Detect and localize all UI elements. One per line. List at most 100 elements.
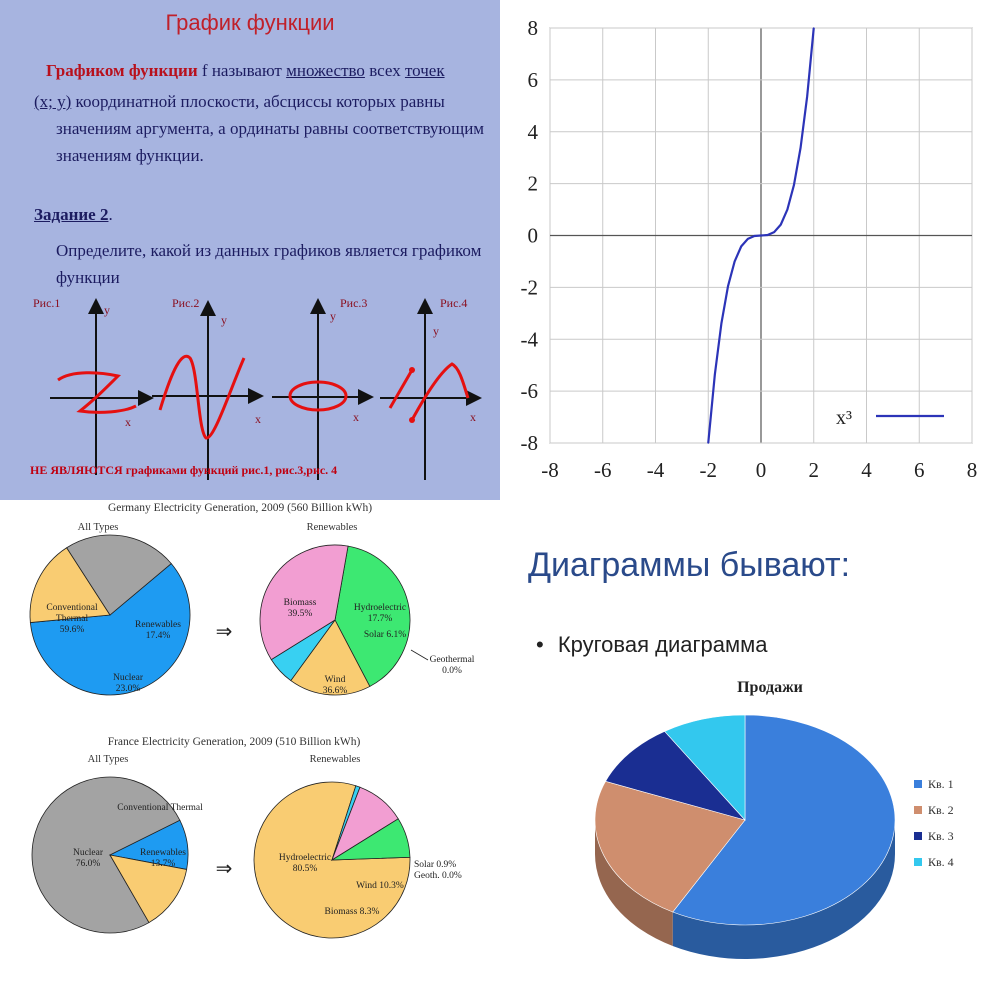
sales-slice-2 — [605, 730, 746, 821]
germany-ren-label: 0.0% — [442, 666, 462, 676]
figure-4-curve — [410, 362, 470, 421]
sales-legend-swatch — [914, 780, 922, 788]
germany-all-label: Renewables — [135, 620, 181, 630]
figure-3-label: Рис.3 — [340, 296, 367, 310]
y-tick-label: -6 — [521, 379, 539, 403]
france-ren-slice-4 — [330, 818, 411, 861]
data-point — [766, 234, 769, 236]
data-point — [714, 373, 716, 376]
figure-4-point-2 — [409, 417, 415, 423]
data-point — [727, 285, 729, 287]
sales-legend-label: Кв. 1 — [928, 777, 954, 791]
germany-ren-slice-4 — [259, 544, 349, 661]
y-tick-label: -2 — [521, 275, 539, 299]
definition-text: называют — [211, 61, 287, 80]
y-tick-label: -8 — [521, 431, 539, 455]
germany-chart-title: Germany Electricity Generation, 2009 (56… — [108, 502, 372, 514]
figure-4-x-label: x — [470, 410, 476, 424]
germany-ren-label: Hydroelectric — [354, 603, 406, 613]
relation-figures: Рис.1 y x Рис.2 y x Рис.3 y x Рис.4 — [33, 296, 482, 480]
y-tick-label: 0 — [528, 224, 539, 248]
x-tick-label: 4 — [861, 458, 872, 482]
data-point — [786, 208, 789, 211]
germany-all-label: Thermal — [56, 614, 89, 624]
figure-1-curve — [57, 371, 137, 414]
sales-legend-swatch — [914, 806, 922, 814]
france-ren-label: Biomass 8.3% — [325, 907, 380, 917]
pie-diagram-slide: Диаграммы бывают: • Круговая диаграмма П… — [500, 500, 1000, 1000]
data-point — [740, 245, 743, 248]
y-tick-label: 4 — [528, 120, 539, 144]
task-line-2: функции — [56, 268, 120, 287]
germany-all-slice-2 — [66, 534, 172, 616]
france-all-label: 76.0% — [76, 859, 101, 869]
definition-link-set: множество — [286, 61, 365, 80]
not-functions-note: НЕ ЯВЛЯЮТСЯ графиками функций рис.1, рис… — [30, 463, 338, 477]
figure-2-label: Рис.2 — [172, 296, 199, 310]
definition-line-3: значениям аргумента, а ординаты равны со… — [56, 119, 485, 138]
data-point — [806, 95, 808, 98]
germany-ren-label: Solar 6.1% — [364, 630, 406, 640]
figure-3: Рис.3 y x — [272, 296, 374, 480]
figure-4: Рис.4 y x — [380, 296, 482, 480]
electricity-pies-panel: Germany Electricity Generation, 2009 (56… — [0, 500, 500, 1000]
germany-all-label: Conventional — [46, 603, 98, 613]
sales-slice-side-1 — [595, 820, 673, 947]
slide-title: График функции — [165, 10, 335, 35]
sales-legend-label: Кв. 2 — [928, 803, 954, 817]
sales-3d-pie-chart: Продажи Кв. 1 Кв. 2 Кв. 3 Кв. 4 — [594, 679, 954, 959]
germany-ren-label: Wind — [325, 675, 346, 685]
task-title: Задание 2 — [34, 205, 109, 224]
definition-text-2: всех — [364, 61, 405, 80]
figure-4-point-1 — [409, 367, 415, 373]
france-ren-label: Solar 0.9% — [414, 860, 456, 870]
germany-ren-label: Biomass — [284, 598, 317, 608]
geothermal-leader-line — [410, 649, 429, 661]
bullet-dot: • — [536, 632, 544, 657]
legend-label: x³ — [836, 407, 852, 429]
definition-line-4: значениям функции. — [56, 146, 204, 165]
data-point — [773, 231, 775, 233]
germany-ren-slice-0 — [334, 545, 411, 687]
arrow-icon: ⇒ — [216, 858, 233, 880]
germany-all-label: Nuclear — [113, 673, 144, 683]
data-point — [720, 322, 723, 324]
figure-2: Рис.2 y x — [152, 296, 264, 480]
sales-slice-1 — [594, 780, 746, 913]
figure-3-y-label: y — [330, 309, 336, 323]
germany-ren-label: 36.6% — [323, 686, 348, 696]
figure-3-x-label: x — [353, 410, 359, 424]
definition-line-1: Графиком функции f называют множество вс… — [46, 57, 445, 84]
germany-all-label: 59.6% — [60, 625, 85, 635]
diagrams-title: Диаграммы бывают: — [528, 546, 851, 584]
france-all-label: Conventional Thermal — [117, 803, 203, 813]
france-all-subtitle: All Types — [88, 754, 129, 765]
data-point — [812, 27, 815, 29]
germany-all-subtitle: All Types — [78, 522, 119, 533]
task-dot: . — [108, 205, 113, 224]
figure-4-y-label: y — [433, 324, 439, 338]
france-all-label: Nuclear — [73, 848, 104, 858]
france-all-label: Renewables — [140, 848, 186, 858]
germany-ren-label: Geothermal — [430, 655, 475, 665]
sales-chart-title: Продажи — [737, 679, 803, 696]
data-point — [779, 223, 782, 226]
y-tick-label: -4 — [521, 327, 539, 351]
bullet-item: • Круговая диаграмма — [536, 632, 767, 658]
sales-slice-side-0 — [672, 820, 895, 959]
france-renewables-subtitle: Renewables — [310, 754, 361, 765]
germany-renewables-subtitle: Renewables — [307, 522, 358, 533]
data-point — [733, 260, 736, 263]
figure-3-ellipse — [288, 380, 348, 412]
france-ren-label: 80.5% — [293, 864, 318, 874]
germany-ren-label: 39.5% — [288, 609, 313, 619]
sales-legend-label: Кв. 4 — [928, 855, 954, 869]
y-tick-label: 8 — [528, 16, 539, 40]
x-tick-label: 2 — [809, 458, 820, 482]
cubic-function-chart: -8 -6 -4 -2 0 2 4 6 8 8 6 4 2 0 -2 -4 -6 -8 x³ — [521, 16, 978, 482]
x-tick-label: -8 — [541, 458, 559, 482]
x-tick-label: 0 — [756, 458, 767, 482]
figure-1-label: Рис.1 — [33, 296, 60, 310]
x-tick-label: 8 — [967, 458, 978, 482]
definition-line-2: (x; y) координатной плоскости, абсциссы … — [34, 88, 445, 115]
